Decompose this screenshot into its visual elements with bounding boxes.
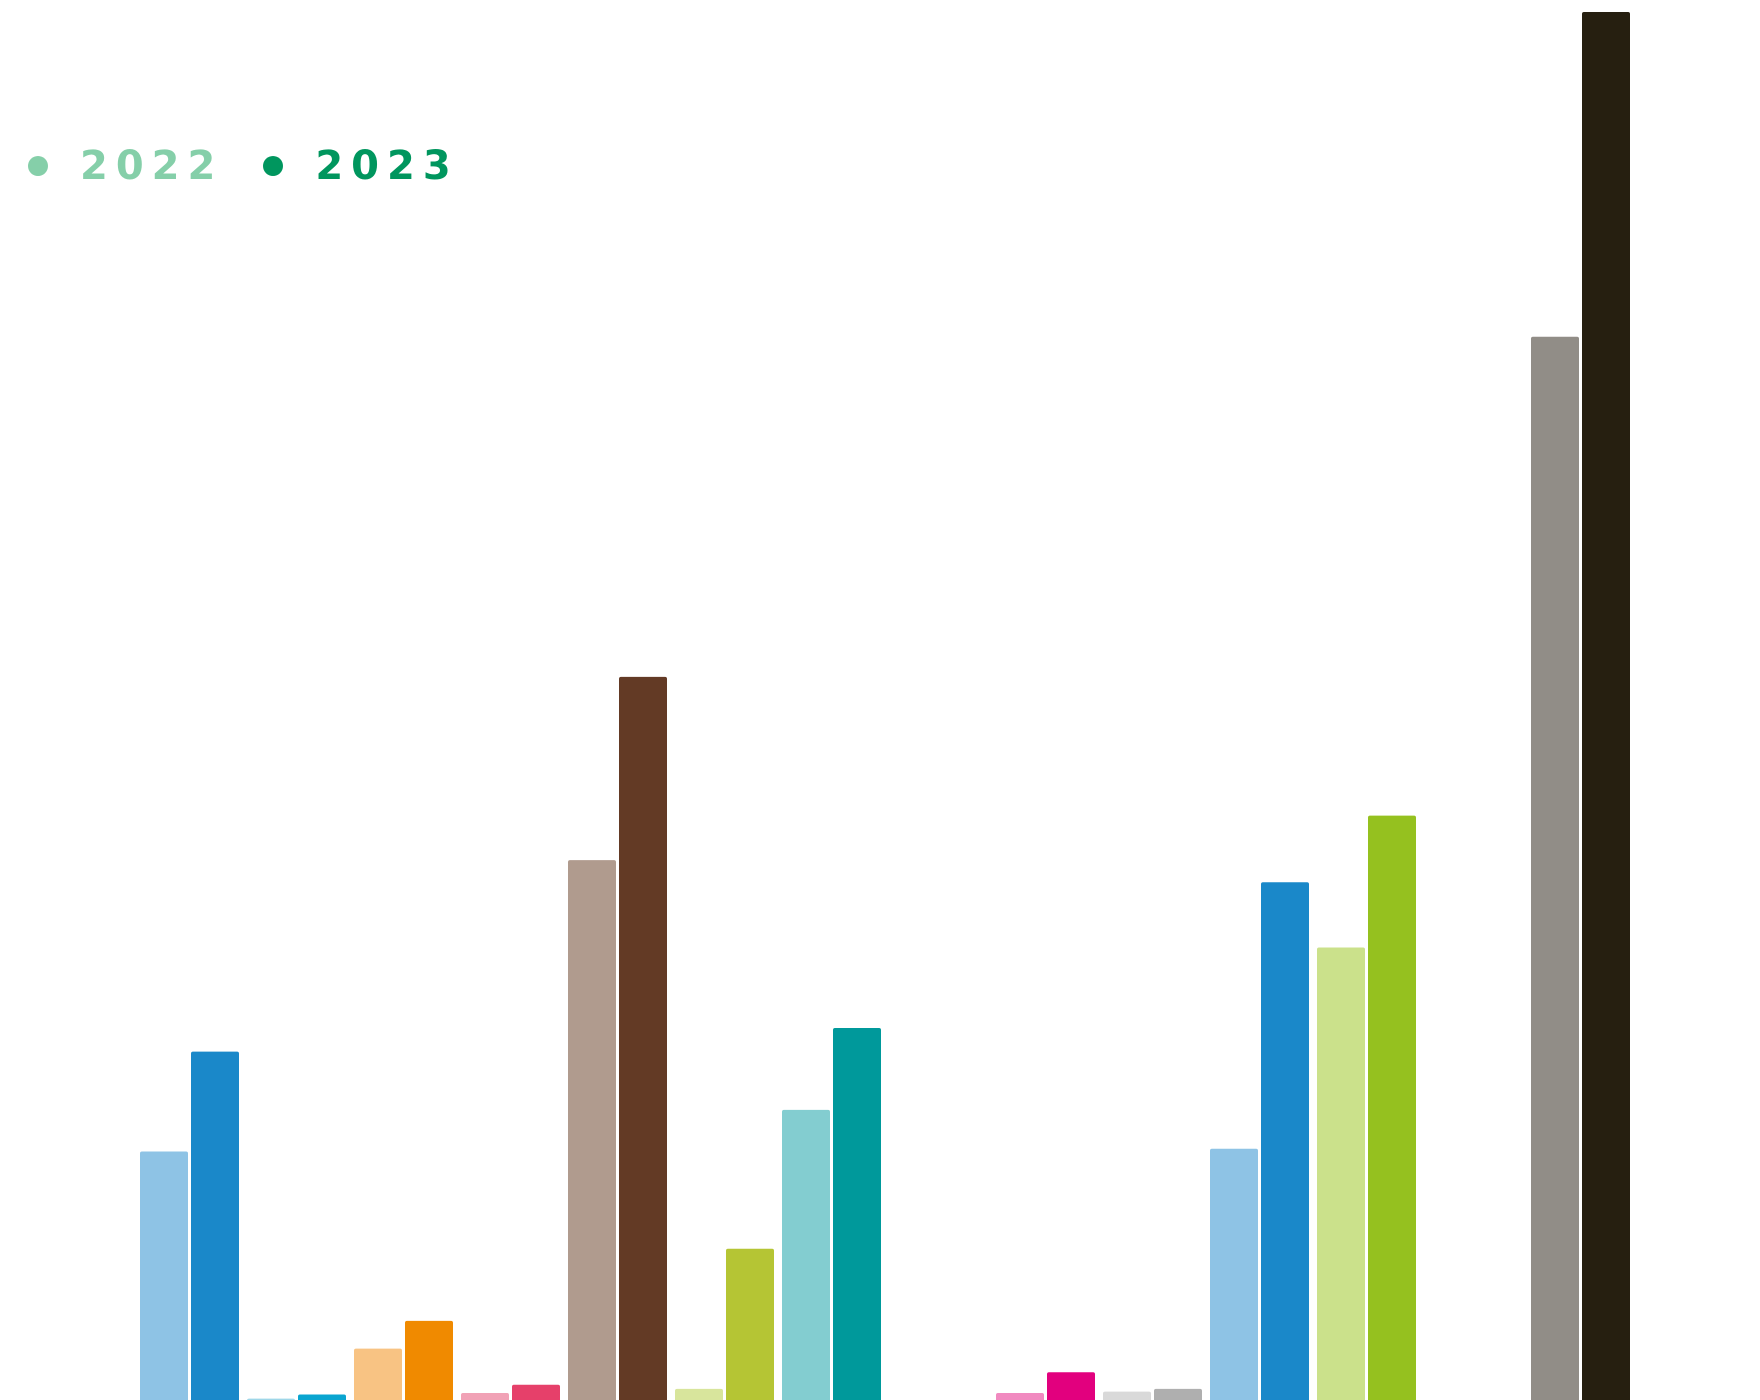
legend-dot-2023-icon xyxy=(263,156,284,176)
bar-group-11-2022 xyxy=(1317,947,1365,1400)
bar-group-8-2023 xyxy=(1047,1372,1095,1400)
legend-label-2022: 2022 xyxy=(80,143,224,189)
legend-item-2022: 2022 xyxy=(28,143,223,189)
bar-group-2-2023 xyxy=(405,1320,453,1400)
bar-group-4-2022 xyxy=(568,860,616,1400)
bar-group-4-2023 xyxy=(619,676,667,1400)
bar-group-5-2022 xyxy=(675,1388,723,1400)
bar-group-8-2022 xyxy=(996,1393,1044,1400)
bar-group-1-2023 xyxy=(298,1394,346,1400)
bar-group-2-2022 xyxy=(354,1348,402,1400)
bar-group-5-2023 xyxy=(726,1248,774,1400)
bar-group-0-2022 xyxy=(140,1151,188,1400)
bar-group-3-2022 xyxy=(461,1393,509,1400)
bar-group-10-2023 xyxy=(1261,882,1309,1400)
legend-label-2023: 2023 xyxy=(315,143,459,189)
bar-group-13-2022 xyxy=(1531,336,1579,1400)
bar-group-3-2023 xyxy=(512,1384,560,1400)
chart-legend: 2022 2023 xyxy=(28,143,499,189)
bar-group-11-2023 xyxy=(1368,815,1416,1400)
bar-group-6-2022 xyxy=(782,1109,830,1400)
legend-item-2023: 2023 xyxy=(263,143,458,189)
bar-group-9-2023 xyxy=(1154,1388,1202,1400)
bar-group-10-2022 xyxy=(1210,1148,1258,1400)
bar-group-9-2022 xyxy=(1103,1391,1151,1400)
bar-group-6-2023 xyxy=(833,1028,881,1400)
bar-group-13-2023 xyxy=(1582,12,1630,1400)
legend-dot-2022-icon xyxy=(28,156,48,176)
bar-group-0-2023 xyxy=(191,1051,239,1400)
